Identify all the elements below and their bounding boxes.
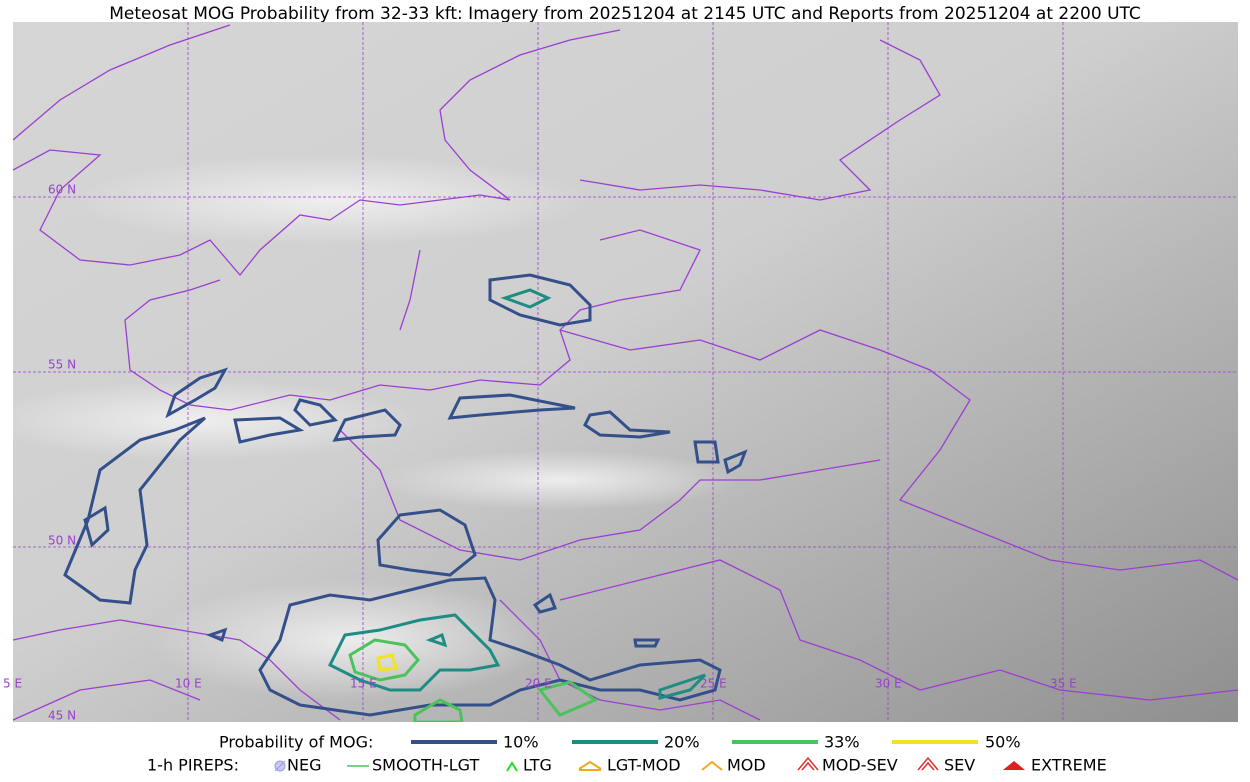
cloud bbox=[70, 155, 590, 245]
lon-label: 10 E bbox=[175, 677, 202, 691]
legend-label: 20% bbox=[664, 733, 700, 752]
cloud bbox=[380, 450, 740, 510]
lon-label: 20 E bbox=[525, 677, 552, 691]
pirep-icon bbox=[1003, 761, 1025, 770]
pirep-icon bbox=[797, 756, 819, 771]
legend-label: 10% bbox=[503, 733, 539, 752]
pirep-icon bbox=[921, 761, 935, 771]
legend-title: 1-h PIREPS: bbox=[147, 756, 239, 775]
pirep-icon bbox=[701, 760, 723, 771]
lat-label: 60 N bbox=[48, 183, 76, 197]
legend-label: LTG bbox=[523, 756, 552, 775]
lat-labels: 60 N 55 N 50 N 45 N bbox=[48, 183, 76, 723]
cloud bbox=[13, 380, 420, 460]
pirep-icon bbox=[801, 761, 815, 771]
map bbox=[13, 22, 1238, 722]
legend: Probability of MOG: 10% 20% 33% 50% 1-h … bbox=[147, 733, 1107, 775]
lon-label: 25 E bbox=[700, 677, 727, 691]
lon-label: 35 E bbox=[1050, 677, 1077, 691]
lat-label: 45 N bbox=[48, 709, 76, 723]
graticule bbox=[13, 22, 1238, 722]
coastlines bbox=[13, 24, 1238, 721]
lat-label: 50 N bbox=[48, 534, 76, 548]
legend-label: MOD-SEV bbox=[822, 756, 898, 775]
legend-label: 33% bbox=[824, 733, 860, 752]
lon-label: 15 E bbox=[350, 677, 377, 691]
legend-label: SEV bbox=[944, 756, 975, 775]
pirep-icon bbox=[274, 760, 286, 772]
pirep-icon bbox=[917, 756, 939, 771]
legend-label: 50% bbox=[985, 733, 1021, 752]
legend-label: NEG bbox=[287, 756, 321, 775]
lon-label: 5 E bbox=[3, 677, 22, 691]
legend-title: Probability of MOG: bbox=[219, 733, 373, 752]
title: Meteosat MOG Probability from 32-33 kft:… bbox=[109, 4, 1141, 24]
pirep-icon bbox=[506, 761, 518, 772]
lon-label: 30 E bbox=[875, 677, 902, 691]
legend-label: LGT-MOD bbox=[607, 756, 681, 775]
pirep-icon bbox=[578, 760, 602, 770]
lon-labels: 5 E 10 E 15 E 20 E 25 E 30 E 35 E bbox=[3, 677, 1077, 691]
legend-label: SMOOTH-LGT bbox=[372, 756, 479, 775]
lat-label: 55 N bbox=[48, 358, 76, 372]
legend-label: MOD bbox=[727, 756, 766, 775]
probability-contours bbox=[63, 273, 748, 722]
legend-label: EXTREME bbox=[1031, 756, 1107, 775]
